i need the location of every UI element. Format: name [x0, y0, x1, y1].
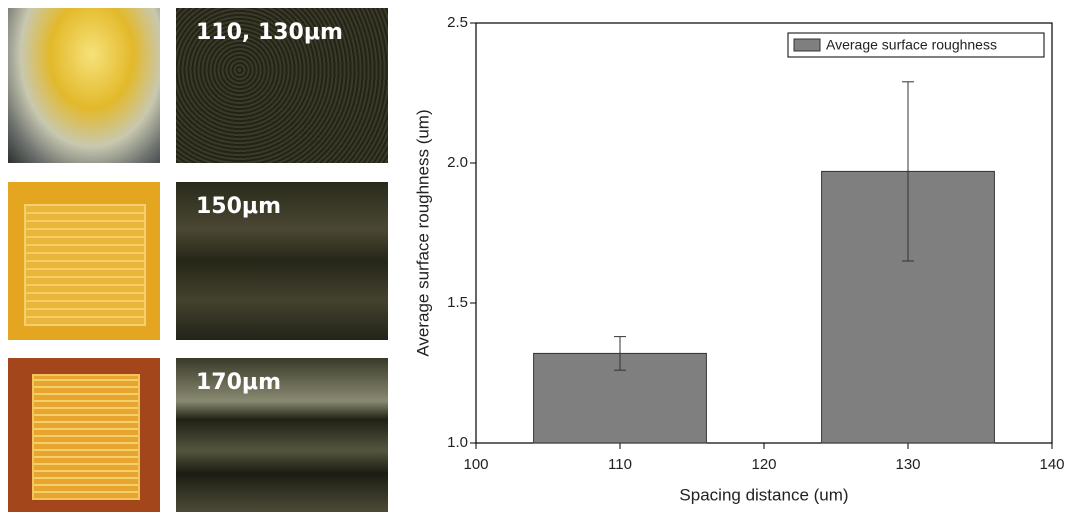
- legend-box: [787, 32, 1045, 58]
- x-tick-label: 140: [1039, 456, 1064, 473]
- micrograph: 170μm: [176, 358, 388, 512]
- legend-swatch: [793, 38, 821, 52]
- photo-print: [8, 182, 160, 340]
- x-tick-label: 130: [895, 456, 920, 473]
- micrograph: 150μm: [176, 182, 388, 340]
- x-tick-label: 110: [608, 456, 632, 473]
- x-axis-label: Spacing distance (um): [679, 485, 848, 504]
- photo-cube: [8, 8, 160, 163]
- panel-label: 110, 130μm: [196, 20, 343, 45]
- legend-label: Average surface roughness: [826, 37, 997, 53]
- y-tick-label: 1.5: [447, 294, 468, 311]
- y-axis-label: Average surface roughness (um): [413, 109, 432, 356]
- panel-label: 170μm: [196, 370, 282, 395]
- x-tick-label: 100: [463, 456, 488, 473]
- micrograph: 110, 130μm: [176, 8, 388, 163]
- error-bar: [614, 336, 626, 371]
- y-tick-label: 1.0: [447, 434, 468, 451]
- panel-label: 150μm: [196, 194, 282, 219]
- x-tick-label: 120: [751, 456, 776, 473]
- error-bar: [902, 81, 914, 262]
- y-tick-label: 2.0: [447, 154, 468, 171]
- photo-print: [8, 358, 160, 512]
- y-tick-label: 2.5: [447, 14, 468, 31]
